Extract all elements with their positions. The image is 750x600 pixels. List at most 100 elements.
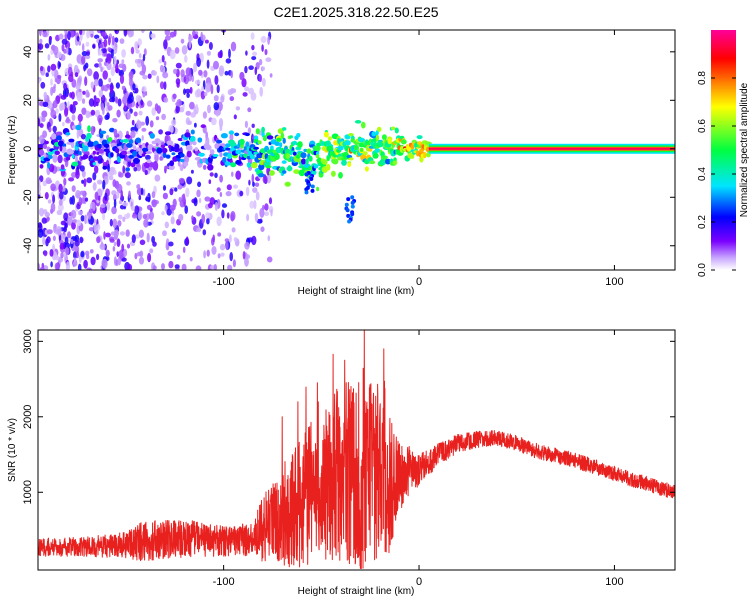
spectrogram-streak-cell bbox=[304, 190, 309, 195]
spectrogram-band-cell bbox=[264, 153, 269, 160]
spectrogram-band-cell bbox=[47, 154, 53, 160]
spectrogram-noise-cell bbox=[93, 78, 99, 87]
spectrogram-noise-cell bbox=[75, 170, 80, 179]
spectrogram-noise-cell bbox=[248, 65, 254, 70]
spectrogram-noise-cell bbox=[62, 185, 66, 192]
spectrogram-noise-cell bbox=[84, 214, 88, 225]
spectrogram-band-cell bbox=[219, 151, 223, 158]
spectrogram-noise-cell bbox=[212, 234, 215, 243]
spectrogram-noise-cell bbox=[64, 32, 68, 40]
spectrogram-noise-cell bbox=[204, 196, 211, 202]
spectrogram-noise-cell bbox=[95, 97, 100, 104]
spectrogram-noise-cell bbox=[78, 40, 81, 46]
spectrogram-band-cell bbox=[68, 150, 74, 155]
spectrogram-band-cell bbox=[257, 140, 262, 145]
spectrogram-band-cell bbox=[371, 131, 377, 137]
spectrogram-noise-cell bbox=[241, 78, 247, 88]
spectrogram-noise-cell bbox=[118, 63, 125, 69]
spectrogram-band-cell bbox=[98, 149, 105, 154]
spectrogram-band-cell bbox=[337, 138, 341, 144]
spectrogram-streak-cell bbox=[344, 202, 349, 207]
spectrogram-x-label: Height of straight line (km) bbox=[298, 286, 415, 297]
spectrogram-noise-cell bbox=[170, 216, 175, 225]
spectrogram-streak-cell bbox=[350, 204, 355, 209]
spectrogram-noise-cell bbox=[94, 165, 99, 174]
spectrogram-noise-cell bbox=[116, 109, 121, 118]
spectrogram-noise-cell bbox=[139, 70, 146, 76]
spectrogram-noise-cell bbox=[147, 252, 152, 263]
spectrogram-noise-cell bbox=[262, 175, 268, 184]
spectrogram-band-cell bbox=[164, 165, 169, 170]
spectrogram-band-cell bbox=[327, 136, 332, 141]
spectrogram-noise-cell bbox=[264, 211, 270, 216]
spectrogram-noise-cell bbox=[81, 179, 85, 184]
spectrogram-band-cell bbox=[66, 141, 73, 145]
spectrogram-band-cell bbox=[87, 141, 95, 147]
spectrogram-noise-cell bbox=[69, 92, 73, 98]
spectrogram-band-cell bbox=[55, 131, 63, 137]
spectrogram-noise-cell bbox=[226, 212, 230, 219]
spectrogram-noise-cell bbox=[168, 241, 174, 247]
spectrogram-band-cell bbox=[82, 154, 89, 160]
spectrogram-noise-cell bbox=[206, 59, 210, 69]
spectrogram-noise-cell bbox=[235, 106, 241, 111]
spectrogram-noise-cell bbox=[151, 236, 156, 244]
spectrogram-band-cell bbox=[162, 152, 167, 158]
spectrogram-band-cell bbox=[358, 137, 365, 143]
spectrogram-band-cell bbox=[190, 135, 196, 143]
spectrogram-band-cell bbox=[253, 146, 259, 150]
spectrogram-noise-cell bbox=[99, 43, 104, 49]
spectrogram-band-cell bbox=[68, 138, 75, 143]
spectrogram-noise-cell bbox=[208, 179, 212, 184]
spectrogram-noise-cell bbox=[48, 126, 52, 133]
spectrogram-noise-cell bbox=[131, 205, 135, 212]
spectrogram-noise-cell bbox=[100, 102, 104, 112]
spectrogram-noise-cell bbox=[44, 211, 50, 218]
spectrogram-noise-cell bbox=[85, 254, 90, 260]
spectrogram-band-cell bbox=[326, 163, 331, 171]
spectrogram-noise-cell bbox=[178, 177, 185, 184]
spectrogram-noise-cell bbox=[90, 81, 95, 90]
spectrogram-noise-cell bbox=[113, 194, 117, 202]
spectrogram-noise-cell bbox=[171, 228, 176, 233]
spectrogram-noise-cell bbox=[142, 53, 146, 62]
spectrogram-noise-cell bbox=[134, 87, 139, 94]
spectrogram-noise-cell bbox=[219, 125, 223, 132]
spectrogram-band-cell bbox=[274, 141, 281, 146]
spectrogram-band-cell bbox=[359, 147, 364, 152]
spectrogram-band-cell bbox=[374, 148, 381, 153]
spectrogram-noise-cell bbox=[251, 123, 255, 128]
spectrogram-noise-cell bbox=[80, 215, 85, 222]
spectrogram-band-cell bbox=[270, 145, 274, 150]
spectrogram-noise-cell bbox=[94, 34, 100, 39]
spectrogram-band-cell bbox=[103, 143, 110, 148]
spectrogram-noise-cell bbox=[217, 253, 221, 259]
spectrogram-noise-cell bbox=[76, 91, 83, 102]
spectrogram-band-cell bbox=[361, 121, 366, 129]
spectrogram-noise-cell bbox=[112, 246, 116, 252]
spectrogram-noise-cell bbox=[162, 71, 169, 79]
spectrogram-noise-cell bbox=[171, 119, 177, 127]
spectrogram-noise-cell bbox=[151, 199, 157, 208]
spectrogram-noise-cell bbox=[89, 249, 94, 254]
spectrogram-band-cell bbox=[284, 148, 291, 156]
spectrogram-noise-cell bbox=[267, 235, 271, 242]
spectrogram-noise-cell bbox=[100, 67, 103, 73]
colorbar-tick-label: 0.8 bbox=[697, 71, 708, 85]
spectrogram-noise-cell bbox=[54, 262, 59, 270]
spectrogram-noise-cell bbox=[258, 74, 263, 83]
spectrogram-noise-cell bbox=[173, 68, 178, 75]
spectrogram-band-cell bbox=[47, 151, 54, 156]
spectrogram-noise-cell bbox=[65, 261, 70, 270]
spectrogram-noise-cell bbox=[205, 212, 211, 219]
spectrogram-noise-cell bbox=[38, 43, 44, 50]
spectrogram-noise-cell bbox=[119, 38, 125, 44]
spectrogram-noise-cell bbox=[85, 89, 90, 98]
spectrogram-band-cell bbox=[230, 162, 237, 168]
spectrogram-noise-cell bbox=[67, 231, 71, 239]
spectrogram-noise-cell bbox=[152, 265, 157, 270]
spectrogram-noise-cell bbox=[81, 98, 86, 104]
spectrogram-noise-cell bbox=[46, 229, 53, 235]
spectrogram-noise-cell bbox=[162, 192, 168, 200]
spectrogram-noise-cell bbox=[186, 176, 193, 185]
